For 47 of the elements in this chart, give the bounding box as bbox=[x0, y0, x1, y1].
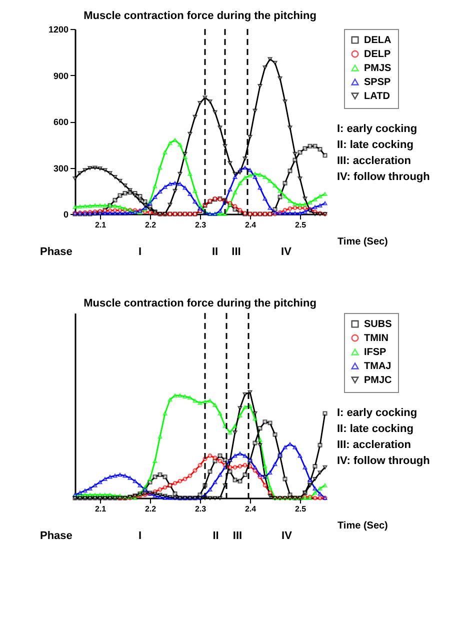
x-tick-label: 2.4 bbox=[244, 220, 257, 230]
text: IV: follow through bbox=[337, 455, 430, 467]
legend-label: PMJC bbox=[364, 375, 392, 386]
legend-label: TMIN bbox=[364, 333, 388, 344]
text: II bbox=[212, 246, 218, 258]
text: I: early cocking bbox=[337, 123, 418, 135]
text: I bbox=[138, 530, 142, 542]
x-tick-label: 2.2 bbox=[144, 220, 157, 230]
x-tick-label: 2.5 bbox=[294, 504, 307, 514]
text: I: early cocking bbox=[337, 407, 418, 419]
legend-label: SPSP bbox=[364, 77, 392, 88]
x-axis-title: Time (Sec) bbox=[338, 520, 388, 532]
legend-label: DELP bbox=[364, 49, 391, 60]
text: Phase bbox=[40, 530, 72, 542]
x-tick-label: 2.5 bbox=[294, 220, 307, 230]
x-tick-label: 2.3 bbox=[194, 504, 207, 514]
legend-label: SUBS bbox=[364, 319, 392, 330]
y-tick-label: 300 bbox=[53, 163, 68, 174]
legend-label: DELA bbox=[364, 35, 392, 46]
text: IV bbox=[282, 530, 293, 542]
x-tick-label: 2.1 bbox=[94, 504, 107, 514]
y-tick-label: 0 bbox=[63, 210, 68, 220]
x-tick-label: 2.1 bbox=[94, 220, 107, 230]
text: I bbox=[138, 246, 142, 258]
y-tick-label: 900 bbox=[53, 70, 68, 81]
text: II: late cocking bbox=[337, 423, 414, 435]
chart-title: Muscle contraction force during the pitching bbox=[84, 10, 316, 22]
x-tick-label: 2.3 bbox=[194, 220, 207, 230]
legend-label: PMJS bbox=[364, 63, 392, 74]
x-axis-title: Time (Sec) bbox=[338, 236, 388, 248]
text: III: accleration bbox=[337, 439, 412, 451]
chart-title: Muscle contraction force during the pitching bbox=[84, 297, 316, 310]
x-tick-label: 2.2 bbox=[144, 504, 157, 514]
text: IV bbox=[281, 246, 292, 258]
text: Phase bbox=[40, 246, 72, 258]
legend-label: TMAJ bbox=[364, 361, 392, 372]
text: III bbox=[232, 246, 241, 258]
text: II bbox=[212, 530, 219, 542]
legend-label: IFSP bbox=[364, 347, 387, 358]
text: IV: follow through bbox=[337, 171, 430, 183]
legend-label: LATD bbox=[364, 91, 390, 102]
x-tick-label: 2.4 bbox=[244, 504, 257, 514]
text: II: late cocking bbox=[337, 139, 414, 151]
y-tick-label: 600 bbox=[53, 117, 68, 127]
y-tick-label: 1200 bbox=[48, 24, 68, 34]
text: III: accleration bbox=[337, 155, 412, 167]
text: III bbox=[232, 530, 242, 542]
